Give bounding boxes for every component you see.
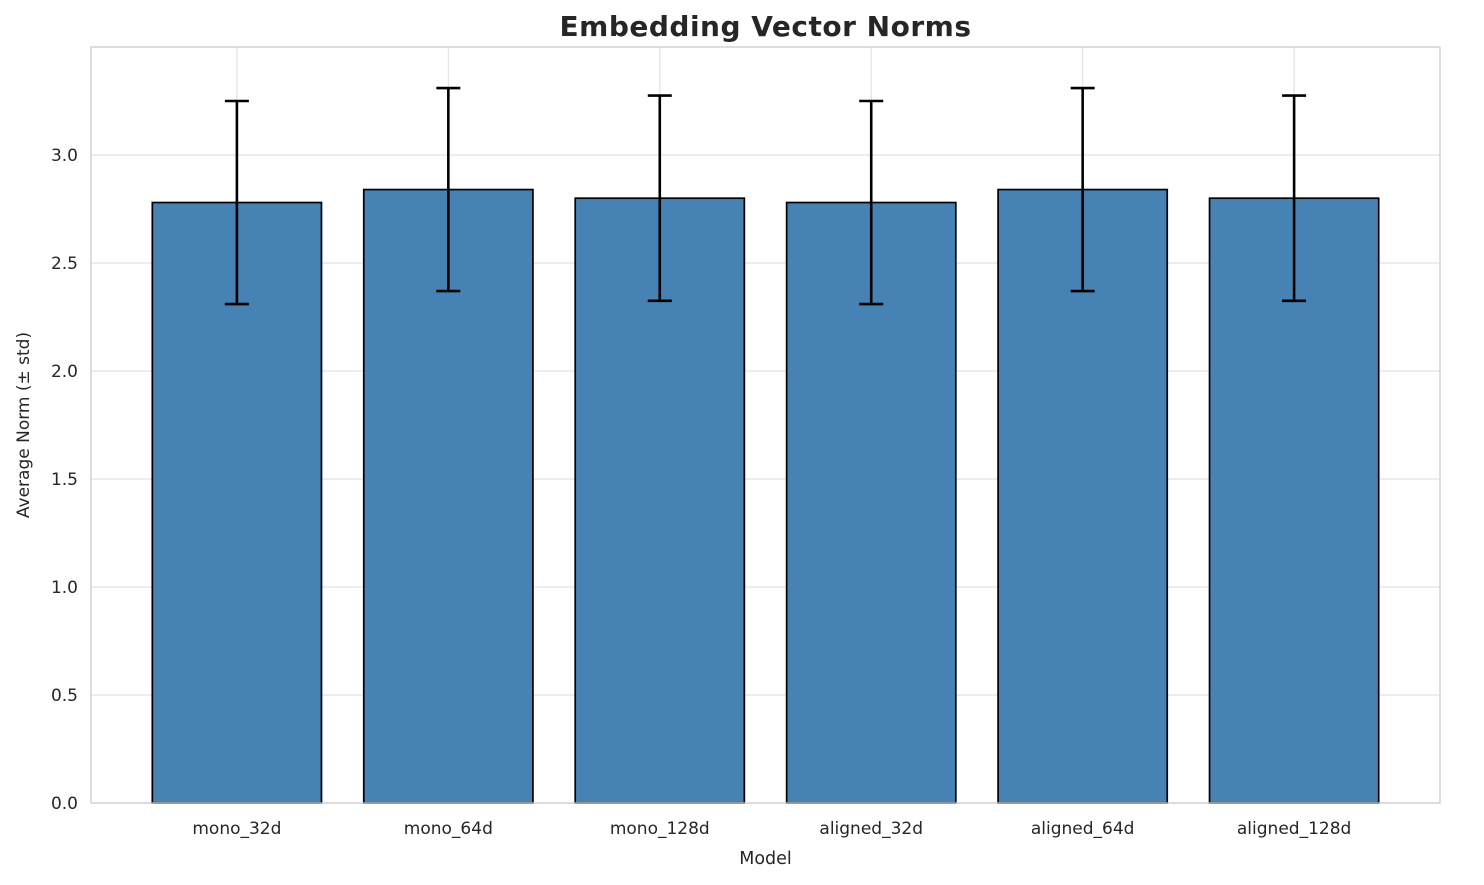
x-tick-label: aligned_64d — [1031, 819, 1135, 839]
x-axis-label: Model — [739, 849, 792, 869]
y-tick-label: 3.0 — [51, 146, 78, 166]
chart-title: Embedding Vector Norms — [559, 10, 972, 43]
y-tick-label: 2.0 — [51, 362, 78, 382]
y-tick-label: 1.5 — [51, 470, 78, 490]
y-tick-label: 2.5 — [51, 254, 78, 274]
x-tick-label: aligned_32d — [819, 819, 923, 839]
x-tick-label: mono_128d — [610, 819, 710, 839]
x-tick-label: aligned_128d — [1237, 819, 1351, 839]
y-tick-label: 0.0 — [51, 794, 78, 814]
plot-frame — [90, 46, 1441, 804]
y-tick-label: 1.0 — [51, 578, 78, 598]
x-tick-label: mono_64d — [404, 819, 493, 839]
x-tick-label: mono_32d — [192, 819, 281, 839]
y-tick-label: 0.5 — [51, 686, 78, 706]
